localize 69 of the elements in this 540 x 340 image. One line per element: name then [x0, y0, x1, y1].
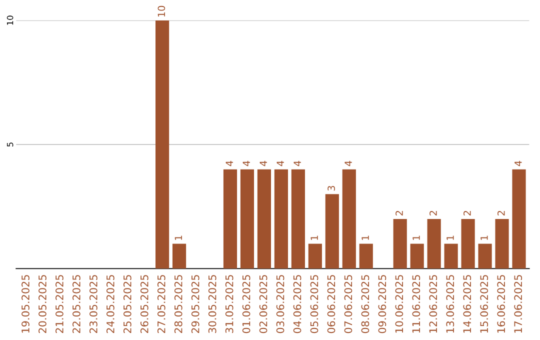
- data-label: 4: [344, 160, 352, 166]
- bar: [325, 194, 339, 269]
- x-tick-label: 09.06.2025: [378, 275, 386, 334]
- data-label: 10: [158, 6, 166, 17]
- bar: [359, 244, 373, 269]
- data-label: 2: [430, 210, 437, 216]
- x-tick-label: 29.05.2025: [191, 275, 200, 334]
- x-tick-label: 02.06.2025: [259, 275, 268, 334]
- x-tick-label: 24.05.2025: [106, 275, 114, 334]
- x-tick-label: 05.06.2025: [310, 275, 318, 334]
- bar: [410, 244, 424, 269]
- x-tick-label: 08.06.2025: [361, 275, 370, 334]
- x-tick-label: 11.06.2025: [412, 275, 420, 333]
- bar: [461, 218, 475, 269]
- x-tick-label: 30.05.2025: [208, 275, 216, 334]
- y-tick-label: 5: [7, 142, 14, 147]
- bar: [291, 169, 305, 269]
- x-tick-label: 20.05.2025: [38, 275, 46, 334]
- x-tick-label: 19.05.2025: [22, 275, 30, 333]
- data-label: 1: [446, 236, 454, 240]
- x-tick-label: 23.05.2025: [89, 275, 98, 334]
- x-tick-label: 13.06.2025: [446, 275, 454, 333]
- data-label: 1: [310, 236, 318, 240]
- bar: [257, 169, 271, 269]
- x-tick-label: 16.06.2025: [497, 275, 506, 333]
- bar: [512, 169, 526, 269]
- bar: [240, 169, 254, 269]
- data-label: 1: [174, 236, 182, 240]
- x-tick-label: 27.05.2025: [157, 275, 166, 334]
- data-label: 2: [464, 210, 471, 216]
- x-tick-label: 12.06.2025: [429, 275, 438, 333]
- x-tick-label: 15.06.2025: [480, 275, 488, 333]
- bar: [478, 244, 492, 269]
- x-tick-label: 01.06.2025: [242, 275, 250, 334]
- x-tick-label: 06.06.2025: [327, 275, 336, 334]
- x-tick-label: 17.06.2025: [514, 275, 522, 333]
- x-tick-label: 28.05.2025: [174, 275, 182, 334]
- bar: [393, 218, 407, 269]
- bar: [427, 218, 441, 269]
- x-tick-label: 25.05.2025: [123, 275, 132, 334]
- x-tick-label: 31.05.2025: [225, 275, 234, 334]
- bar: [308, 244, 322, 269]
- bar: [155, 20, 170, 269]
- bar: [172, 244, 186, 269]
- data-label: 2: [396, 210, 403, 216]
- data-label: 2: [497, 210, 505, 216]
- x-tick-label: 03.06.2025: [276, 275, 284, 334]
- bar: [444, 244, 458, 269]
- data-label: 4: [276, 160, 284, 166]
- bar: [274, 169, 288, 269]
- bar: [342, 169, 356, 269]
- data-label: 3: [328, 186, 335, 191]
- data-label: 4: [514, 160, 522, 166]
- data-label: 4: [242, 160, 250, 166]
- data-label: 1: [412, 236, 420, 240]
- bar: [223, 169, 238, 269]
- data-label: 4: [226, 160, 233, 166]
- data-label: 4: [260, 160, 267, 166]
- x-tick-label: 14.06.2025: [463, 275, 472, 333]
- data-label: 1: [362, 236, 369, 240]
- x-tick-label: 10.06.2025: [395, 275, 404, 333]
- x-tick-label: 04.06.2025: [293, 275, 302, 334]
- data-label: 4: [294, 160, 301, 166]
- data-label: 1: [480, 236, 488, 240]
- x-tick-label: 07.06.2025: [344, 275, 352, 334]
- x-tick-label: 21.05.2025: [56, 275, 64, 334]
- bar: [495, 218, 509, 269]
- x-tick-label: 22.05.2025: [72, 275, 80, 334]
- x-tick-label: 26.05.2025: [140, 275, 148, 334]
